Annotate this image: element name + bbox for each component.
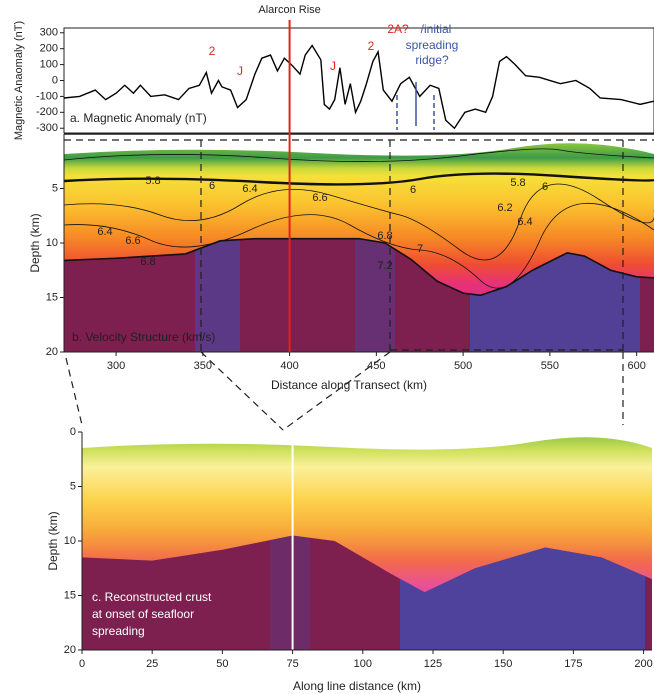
- y-tick-label: 0: [70, 426, 76, 438]
- contour-label: 6: [410, 184, 416, 196]
- annotation: spreading: [406, 38, 459, 52]
- panel-label: b. Velocity Structure (km/s): [72, 330, 215, 344]
- annotation: 2A?: [387, 22, 409, 36]
- x-tick-label: 600: [627, 360, 645, 372]
- x-tick-label: 25: [146, 658, 158, 670]
- x-tick-label: 0: [79, 658, 85, 670]
- panel-label: spreading: [92, 624, 145, 638]
- y-tick-label: 5: [70, 480, 76, 492]
- annotation: ridge?: [415, 53, 449, 67]
- x-tick-label: 300: [107, 360, 125, 372]
- dashed-line: [282, 351, 391, 431]
- ridge-markers: [396, 82, 435, 130]
- y-tick-label: -300: [36, 122, 58, 134]
- x-axis-label: Distance along Transect (km): [271, 378, 427, 392]
- contour: [64, 148, 654, 162]
- y-tick-label: -200: [36, 106, 58, 118]
- x-tick-label: 400: [280, 360, 298, 372]
- y-tick-label: 0: [52, 74, 58, 86]
- y-axis-label: Depth (km): [28, 213, 42, 272]
- boundary-line: [64, 237, 654, 297]
- y-tick-label: 15: [64, 589, 76, 601]
- x-tick-label: 175: [564, 658, 582, 670]
- section-image: [64, 134, 654, 352]
- y-tick-label: 200: [40, 43, 58, 55]
- contour-label: 6.4: [242, 183, 257, 195]
- contour-label: 6.8: [140, 256, 155, 268]
- x-tick-label: 125: [424, 658, 442, 670]
- x-tick-label: 100: [354, 658, 372, 670]
- contour-label: 6.8: [377, 230, 392, 242]
- panel-b: 5.8 6 6.46.665.8 66.26.46.46.66.86.877.2510…: [28, 133, 654, 392]
- contour-label: 6: [542, 181, 548, 193]
- contour-label: 5.8: [145, 175, 160, 187]
- y-tick-label: 10: [46, 237, 58, 249]
- dashed-line: [65, 357, 83, 426]
- contour: [64, 183, 654, 261]
- contour-label: 7.2: [377, 260, 392, 272]
- contour-label: 6.2: [497, 202, 512, 214]
- contour-label: 6.6: [125, 235, 140, 247]
- y-axis-label: Depth (km): [46, 511, 60, 570]
- x-tick-label: 450: [367, 360, 385, 372]
- x-tick-label: 200: [634, 658, 652, 670]
- annotation: /initial: [421, 22, 452, 36]
- x-tick-label: 50: [216, 658, 228, 670]
- contour-label: 6: [209, 180, 215, 192]
- y-tick-label: 15: [46, 291, 58, 303]
- rise-label: Alarcon Rise: [258, 4, 320, 16]
- annotation: J: [330, 59, 336, 73]
- blue-patch: [355, 238, 395, 352]
- x-tick-label: 75: [286, 658, 298, 670]
- panel-label: a. Magnetic Anomaly (nT): [70, 111, 207, 125]
- y-tick-label: 300: [40, 27, 58, 39]
- contour-label: 7: [417, 243, 423, 255]
- y-tick-label: 5: [52, 182, 58, 194]
- contour: [64, 172, 654, 186]
- y-tick-label: 20: [46, 346, 58, 358]
- contour-label: 6.4: [97, 226, 112, 238]
- x-tick-label: 150: [494, 658, 512, 670]
- x-tick-label: 350: [194, 360, 212, 372]
- y-axis-label: Magnetic Anaomaly (nT): [13, 21, 25, 140]
- dashed-line: [200, 351, 284, 431]
- panel-label: at onset of seafloor: [92, 607, 194, 621]
- contour-label: 6.4: [517, 216, 532, 228]
- x-axis-label: Along line distance (km): [293, 679, 421, 693]
- annotation: 2: [368, 39, 375, 53]
- section-image: [82, 432, 652, 650]
- annotation: J: [237, 64, 243, 78]
- contour-label: 6.6: [312, 192, 327, 204]
- connector-lines: [64, 139, 654, 431]
- panel-label: c. Reconstructed crust: [92, 590, 212, 604]
- x-tick-label: 500: [454, 360, 472, 372]
- blue-patch: [270, 535, 310, 650]
- annotation: 2: [209, 44, 216, 58]
- contour: [64, 202, 654, 289]
- y-tick-label: 20: [64, 644, 76, 656]
- y-tick-label: 10: [64, 535, 76, 547]
- x-tick-label: 550: [541, 360, 559, 372]
- blue-patch: [195, 238, 240, 352]
- panel-a: 300 200 100 0 -100 -200 -300 a. Magnetic Anomal…: [13, 4, 654, 140]
- anomaly-line: [63, 44, 654, 130]
- contour-label: 5.8: [510, 177, 525, 189]
- y-tick-label: 100: [40, 58, 58, 70]
- y-tick-label: -100: [36, 90, 58, 102]
